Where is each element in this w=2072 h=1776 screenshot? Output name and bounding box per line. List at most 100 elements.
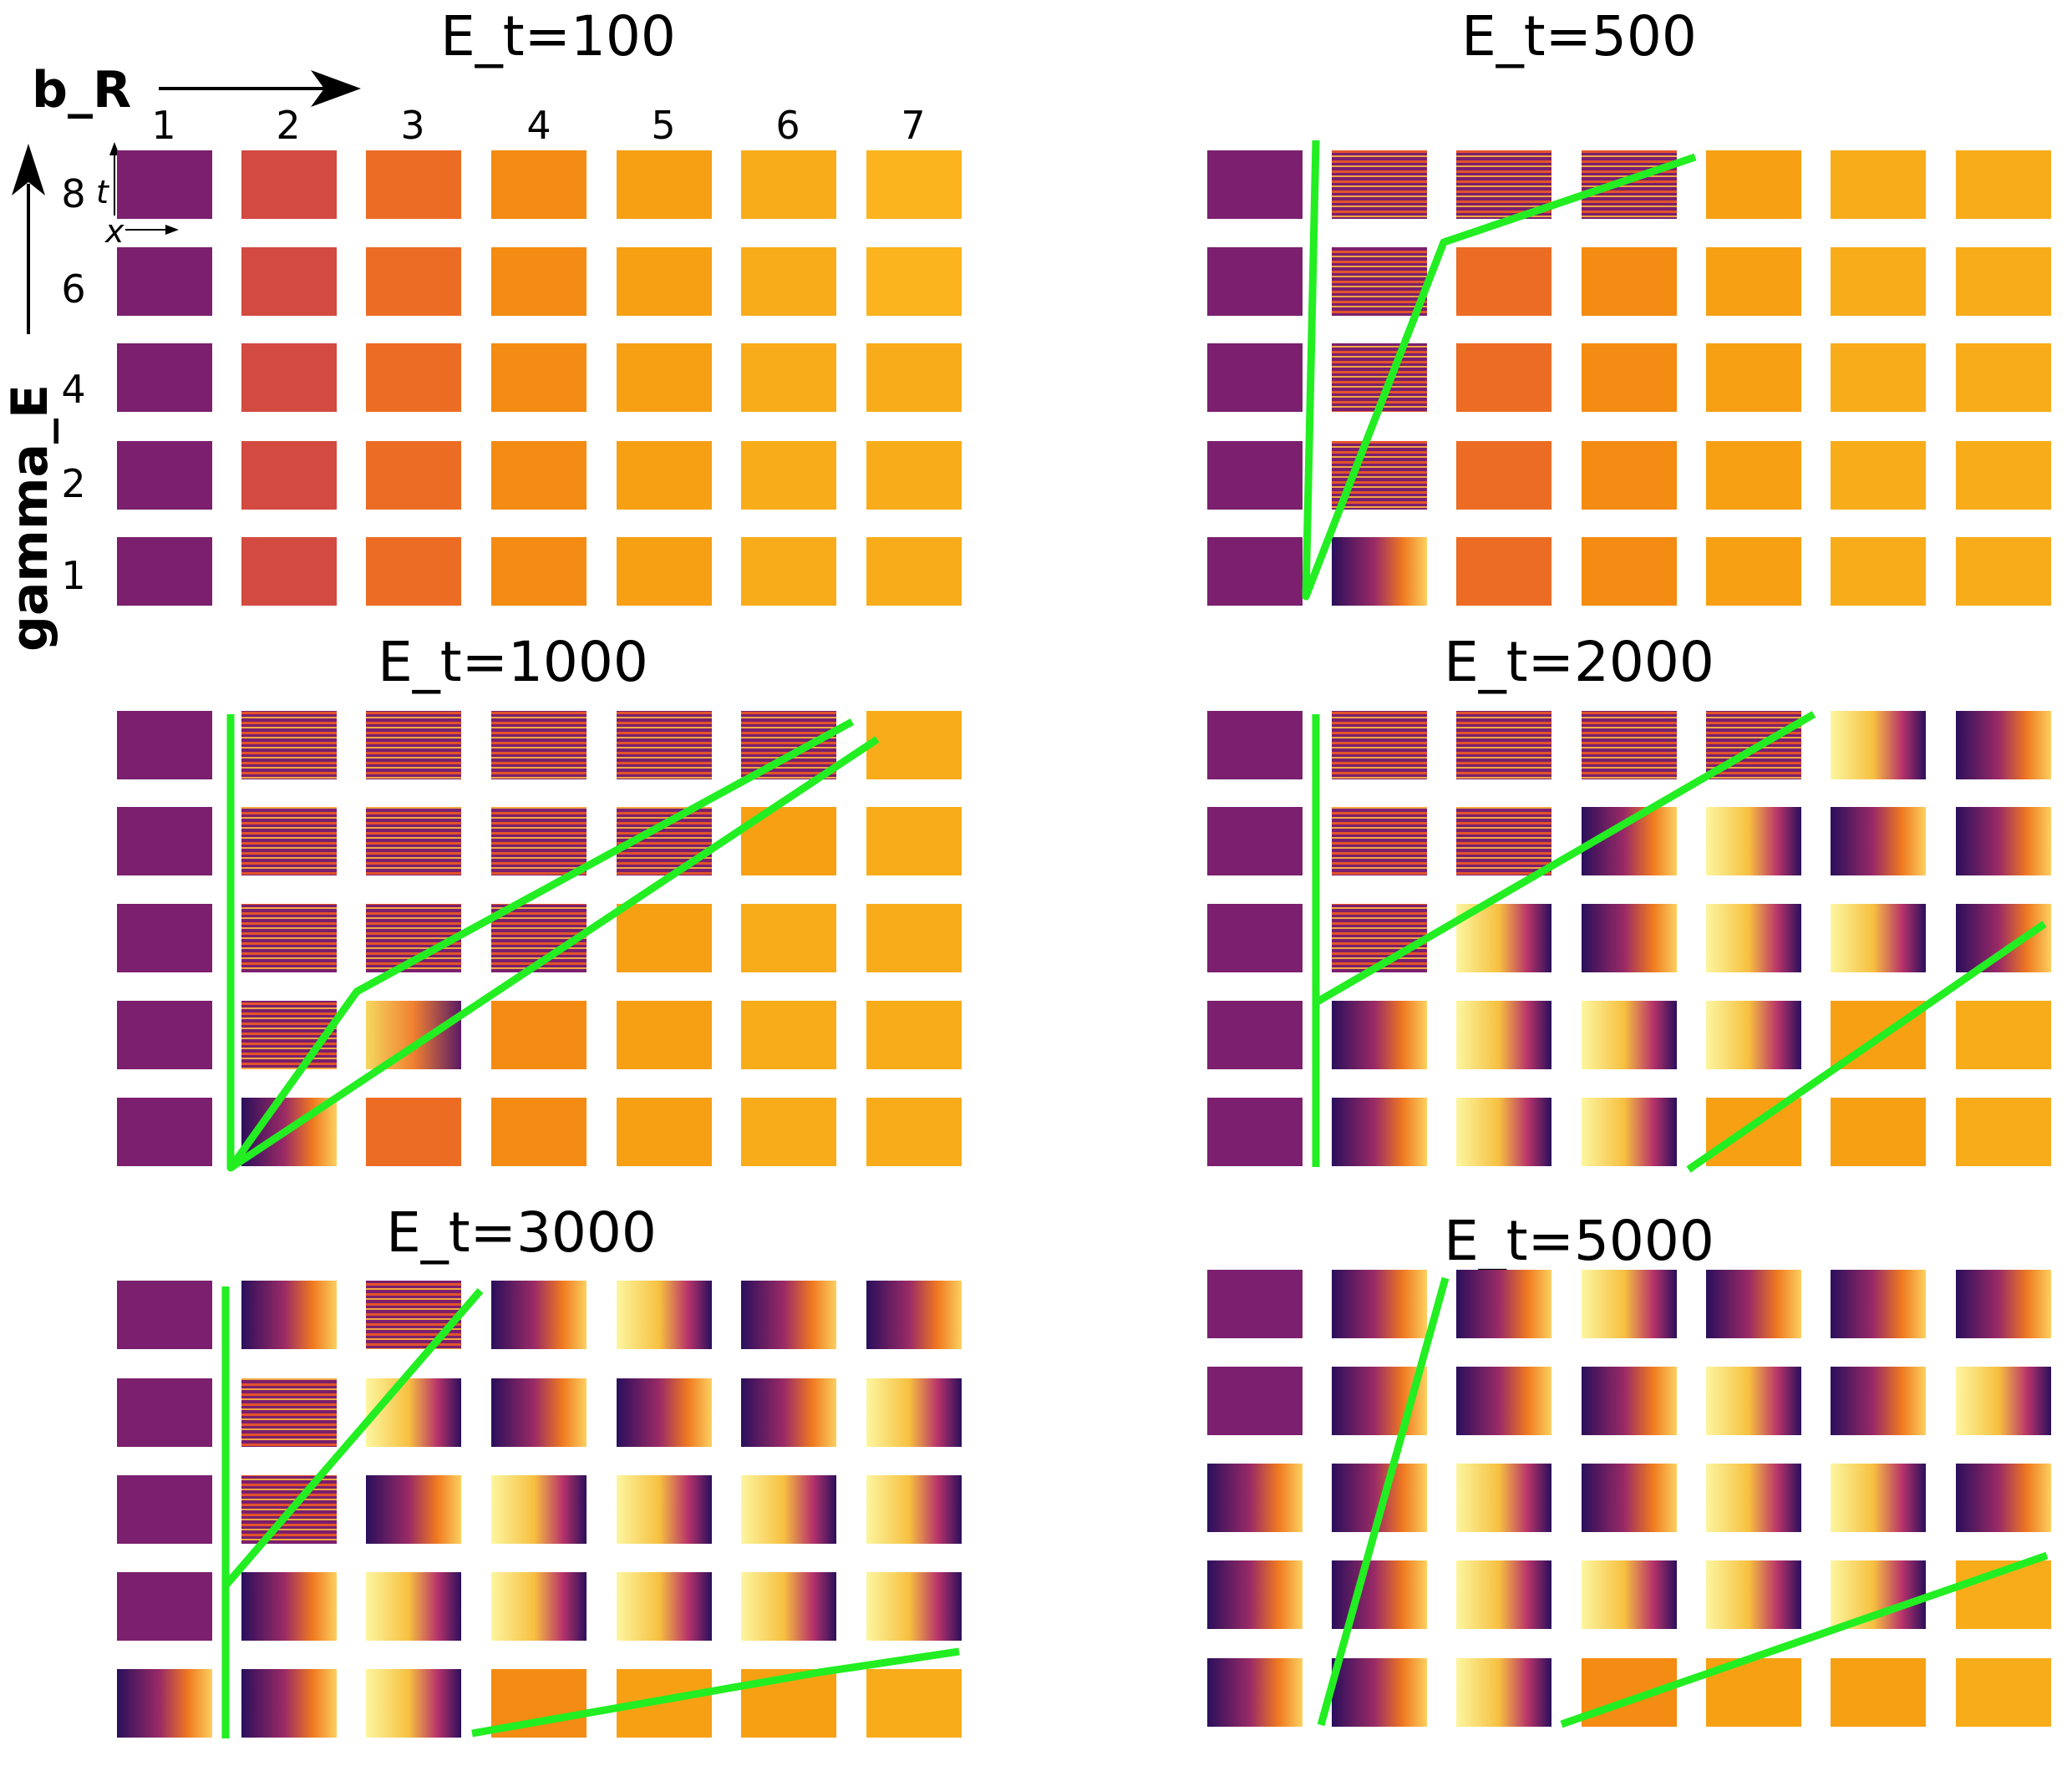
- heatmap-cell: [1831, 247, 1926, 316]
- heatmap-cell: [1332, 537, 1427, 606]
- heatmap-cell: [1332, 711, 1427, 779]
- panel: E_t=500: [1207, 4, 2051, 606]
- heatmap-cell: [117, 150, 212, 219]
- heatmap-cell: [491, 441, 587, 510]
- heatmap-cell: [366, 343, 461, 412]
- heatmap-cell: [1706, 1270, 1801, 1338]
- inset-x-label: x: [104, 213, 124, 250]
- heatmap-cell: [741, 150, 836, 219]
- column-tick-label: 4: [526, 103, 551, 148]
- heatmap-cell: [1956, 1098, 2051, 1166]
- heatmap-cell: [617, 150, 712, 219]
- heatmap-cell: [1582, 247, 1677, 316]
- heatmap-cell: [1207, 537, 1303, 606]
- heatmap-cell: [1456, 247, 1551, 316]
- regime-boundary-line: [1686, 921, 2047, 1173]
- heatmap-cell: [741, 1378, 836, 1447]
- heatmap-cell: [617, 247, 712, 316]
- regime-boundary-line: [471, 1647, 960, 1738]
- heatmap-cell: [1456, 537, 1551, 606]
- column-tick-label: 2: [276, 103, 300, 148]
- heatmap-cell: [1207, 711, 1303, 779]
- y-axis-label: gamma_E: [1, 384, 59, 652]
- regime-boundary-line: [1302, 140, 1697, 601]
- heatmap-cell: [241, 904, 337, 972]
- axis-annotation: b_R gamma_E 1 2 3 4 5 6 7 8 6 4 2 1 t x: [1, 61, 926, 652]
- heatmap-cell: [741, 1475, 836, 1544]
- panel-title: E_t=500: [1461, 4, 1697, 69]
- heatmap-cell: [241, 1378, 337, 1447]
- heatmap-cell: [866, 1098, 962, 1166]
- heatmap-cell: [1582, 711, 1677, 779]
- heatmap-cell: [1332, 1560, 1427, 1629]
- heatmap-cell: [1332, 904, 1427, 972]
- heatmap-cell: [117, 1098, 212, 1166]
- heatmap-cell: [1456, 1560, 1551, 1629]
- heatmap-cell: [1831, 441, 1926, 510]
- heatmap-cell: [117, 904, 212, 972]
- heatmap-cell: [617, 1281, 712, 1349]
- panel-title: E_t=5000: [1444, 1209, 1714, 1273]
- heatmap-cell: [866, 711, 962, 779]
- heatmap-cell: [866, 150, 962, 219]
- heatmap-cell: [366, 1001, 461, 1069]
- heatmap-cell: [1332, 1098, 1427, 1166]
- heatmap-cell: [241, 441, 337, 510]
- heatmap-cell: [117, 1669, 212, 1738]
- heatmap-cell: [1456, 1464, 1551, 1532]
- heatmap-cell: [1956, 1001, 2051, 1069]
- heatmap-cell: [117, 807, 212, 875]
- regime-boundary-line: [226, 714, 855, 1172]
- regime-boundary-line: [222, 1288, 484, 1588]
- heatmap-cell: [1831, 1367, 1926, 1435]
- heatmap-cell: [741, 537, 836, 606]
- heatmap-cell: [366, 1281, 461, 1349]
- heatmap-cell: [1831, 1464, 1926, 1532]
- row-tick-label: 2: [61, 461, 85, 506]
- heatmap-cell: [1831, 711, 1926, 779]
- heatmap-cell: [1207, 1098, 1303, 1166]
- column-tick-label: 5: [651, 103, 675, 148]
- heatmap-cell: [117, 711, 212, 779]
- heatmap-cell: [241, 1669, 337, 1738]
- heatmap-cell: [617, 904, 712, 972]
- heatmap-cell: [1207, 904, 1303, 972]
- heatmap-cell: [491, 247, 587, 316]
- heatmap-cell: [491, 1281, 587, 1349]
- heatmap-cell: [491, 343, 587, 412]
- heatmap-cell: [491, 537, 587, 606]
- heatmap-cell: [741, 1281, 836, 1349]
- heatmap-cell: [617, 1098, 712, 1166]
- heatmap-cell: [617, 343, 712, 412]
- row-tick-label: 1: [61, 553, 85, 598]
- heatmap-cell: [1956, 343, 2051, 412]
- heatmap-cell: [1956, 1367, 2051, 1435]
- heatmap-cell: [1706, 904, 1801, 972]
- heatmap-cell: [491, 1572, 587, 1641]
- heatmap-cell: [241, 711, 337, 779]
- inset-axes: t x: [96, 142, 179, 250]
- heatmap-cell: [1831, 537, 1926, 606]
- heatmap-cell: [1956, 537, 2051, 606]
- heatmap-cell: [1207, 441, 1303, 510]
- heatmap-cell: [1456, 1367, 1551, 1435]
- column-tick-label: 6: [775, 103, 800, 148]
- heatmap-cell: [1207, 807, 1303, 875]
- heatmap-cell: [866, 1669, 962, 1738]
- heatmap-cell: [1582, 1464, 1677, 1532]
- column-ticks: 1 2 3 4 5 6 7: [151, 103, 925, 148]
- heatmap-cell: [617, 1572, 712, 1641]
- heatmap-cell: [741, 1572, 836, 1641]
- panel: E_t=5000: [1207, 1209, 2051, 1727]
- heatmap-cell: [1956, 711, 2051, 779]
- heatmap-cell: [1582, 1098, 1677, 1166]
- heatmap-cell: [366, 1098, 461, 1166]
- heatmap-cell: [491, 150, 587, 219]
- panel-title: E_t=2000: [1444, 630, 1714, 694]
- heatmap-cell: [1706, 1560, 1801, 1629]
- heatmap-cell: [491, 711, 587, 779]
- heatmap-cell: [241, 807, 337, 875]
- regime-boundary-line: [1560, 1551, 2049, 1728]
- heatmap-cell: [366, 441, 461, 510]
- heatmap-cell: [866, 247, 962, 316]
